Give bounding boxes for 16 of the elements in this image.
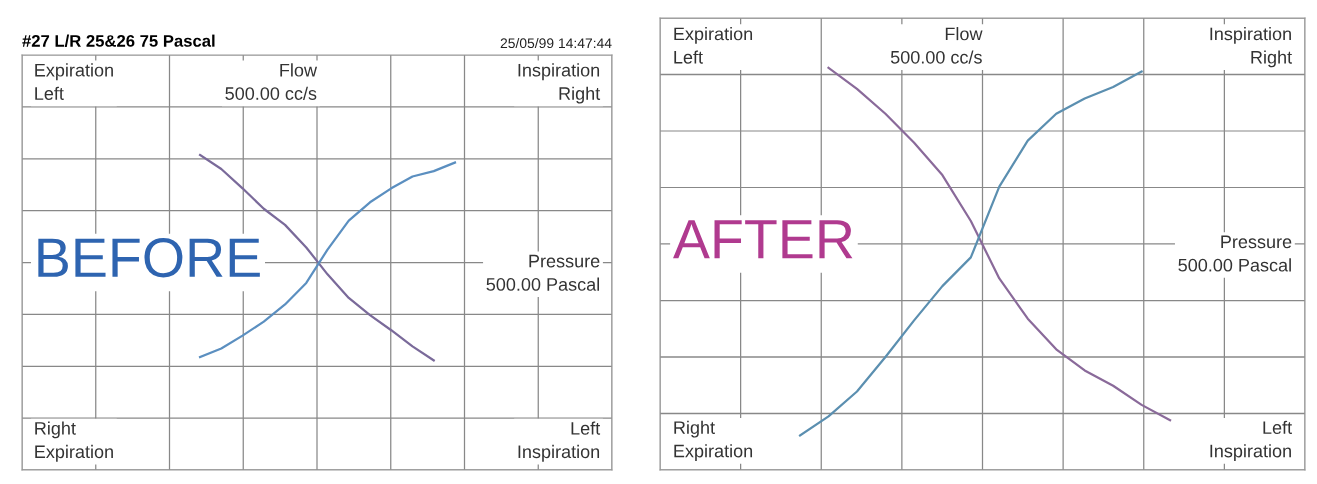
annotation: Pressure 500.00 Pascal <box>1178 235 1292 272</box>
text: Flow 500.00 cc/s <box>890 27 983 64</box>
annotation: BEFORE <box>38 238 260 278</box>
text: 25/05/99 14:47:44 <box>500 37 612 49</box>
text: Pressure 500.00 Pascal <box>486 254 600 291</box>
text: Right Expiration <box>674 420 753 461</box>
text: Inspiration Right <box>1210 27 1292 68</box>
text: Left Inspiration <box>518 421 601 462</box>
text: Right Expiration <box>35 421 113 462</box>
chart-title: #27 L/R 25&26 75 Pascal <box>22 34 215 47</box>
annotation: AFTER <box>673 220 853 259</box>
text: Flow 500.00 cc/s <box>225 63 318 100</box>
text: Inspiration Right <box>518 63 601 104</box>
text: Left Inspiration <box>1210 420 1292 461</box>
text: Expiration Left <box>674 27 753 64</box>
text: Expiration Left <box>35 63 113 100</box>
